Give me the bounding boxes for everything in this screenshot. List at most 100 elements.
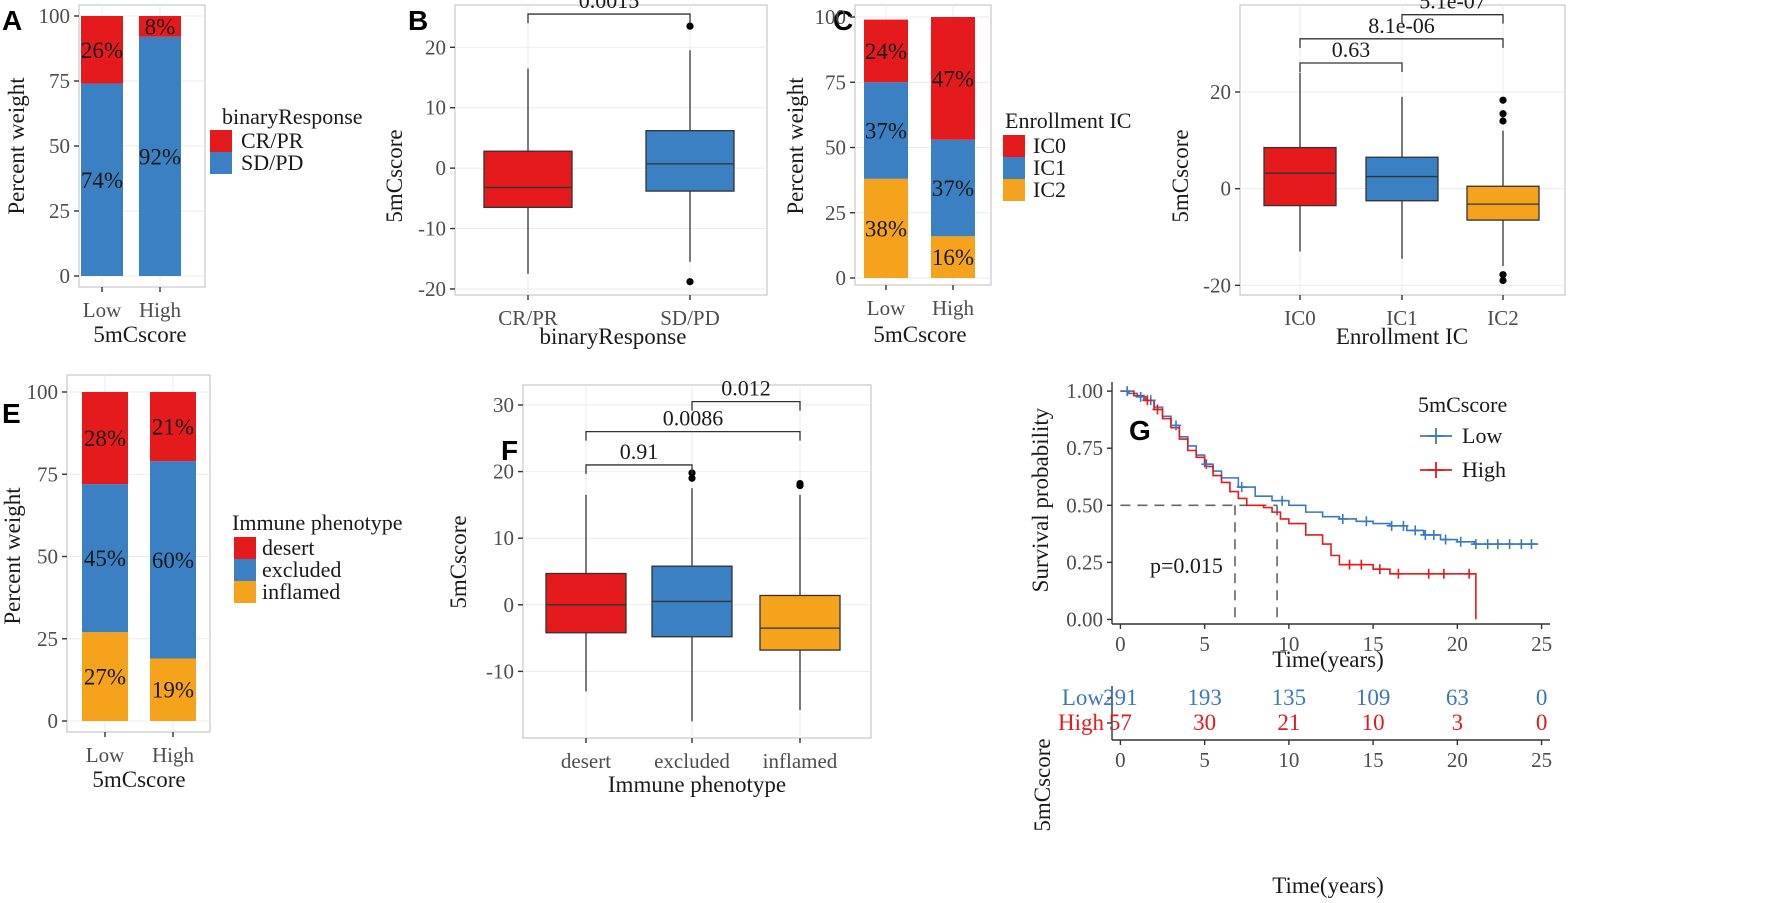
box-iqr-ic0 [1263,146,1337,207]
comparison-bracket [527,13,691,24]
bar-percent-label: 26% [81,38,123,63]
box-outlier [1499,117,1507,125]
bar-sd-pd-high [139,36,181,276]
x-tick-label: 15 [1363,632,1384,656]
panel-c-legend: Enrollment IC IC0 IC1 IC2 [1003,108,1131,202]
panel-d-y-ticks: -20 0 20 [1203,80,1240,297]
y-tick-label: 50 [37,545,58,569]
panel-e-legend-label-inflamed: inflamed [262,579,340,604]
risk-count: 10 [1362,710,1385,735]
panel-c-legend-label-ic1: IC1 [1033,155,1066,180]
panel-d-boxes [1263,72,1540,285]
y-tick-label: 10 [493,526,514,550]
y-tick-label: 75 [49,69,70,93]
panel-f-y-ticks: -10 0 10 20 30 [486,393,523,683]
comparison-pvalue: 0.91 [620,439,659,464]
panel-g-median-lines [1120,504,1278,624]
panel-e-bar-labels: 27% 45% 28% 19% 60% 21% [84,415,194,703]
risk-row-label-high: High [1058,710,1105,735]
bar-percent-label: 8% [145,14,176,39]
comparison-bracket [585,430,801,441]
panel-a-legend-label-sdpd: SD/PD [241,150,303,175]
panel-b-boxes [483,22,735,286]
panel-e-y-title: Percent weight [0,487,25,625]
panel-f-comparisons: 0.910.0086 0.012 [585,376,801,474]
x-tick-label: 20 [1447,632,1468,656]
panel-b-y-ticks: -20 -10 0 10 20 [418,35,455,301]
risk-x-tick-label: 15 [1363,748,1384,772]
y-tick-label: 75 [37,462,58,486]
panel-e-x-ticks: Low High [86,732,195,767]
risk-count: 109 [1356,685,1391,710]
box-outlier [686,278,694,286]
legend-cross [1428,428,1444,444]
comparison-pvalue: 0.012 [721,376,771,401]
km-curve-high [1120,390,1477,620]
censor-mark-low [1410,525,1421,536]
x-tick-label: High [139,298,182,322]
panel-a-bars [81,16,181,276]
panel-e-legend-key-desert [234,537,256,559]
risk-x-tick-label: 10 [1278,748,1299,772]
panel-c-y-ticks: 0 25 50 75 100 [815,5,855,290]
y-tick-label: 0.50 [1066,493,1103,517]
panel-b-x-title: binaryResponse [540,324,687,349]
x-tick-label: excluded [654,749,730,773]
box-iqr-sd-pd [645,130,735,192]
box-outlier [796,481,804,490]
panel-c-legend-key-ic2 [1003,179,1025,201]
panel-label-e: E [2,398,21,429]
box-iqr-ic2 [1466,185,1540,221]
panel-g-legend-label-high: High [1462,457,1506,482]
panel-c-stacked-bar: 38% 37% 24% 16% 37% 47% 0 25 50 75 100 Low High 5m… [783,4,1131,347]
box-outlier [1499,96,1507,104]
bar-ic0-low [864,19,908,83]
panel-c-y-title: Percent weight [783,77,808,215]
censor-mark-low [1470,539,1481,550]
censor-mark-low [1337,513,1348,524]
y-tick-label: 10 [425,96,446,120]
bar-percent-label: 74% [81,168,123,193]
box-outlier [688,474,696,482]
x-tick-label: IC2 [1487,306,1519,330]
x-tick-label: 0 [1115,632,1126,656]
bar-sd-pd-low [81,83,123,276]
y-tick-label: 25 [49,199,70,223]
bar-percent-label: 19% [152,678,194,703]
panel-g-legend: 5mCscore Low High [1418,392,1507,482]
x-tick-label: 10 [1278,632,1299,656]
y-tick-label: 1.00 [1066,379,1103,403]
censor-mark-low [1482,539,1493,550]
x-tick-label: Low [867,296,906,320]
censor-mark-low [1428,529,1439,540]
bar-percent-label: 38% [865,216,907,241]
comparison-bracket [585,464,693,474]
panel-c-legend-key-ic1 [1003,157,1025,179]
x-tick-label: High [152,743,195,767]
panel-a-legend-key-sdpd [210,152,232,174]
panel-e-legend-title: Immune phenotype [232,510,402,535]
x-tick-label: Low [86,743,125,767]
panel-label-a: A [2,5,22,36]
panel-g-legend-key-low [1420,428,1452,444]
y-tick-label: 25 [37,627,58,651]
risk-x-tick-label: 20 [1447,748,1468,772]
comparison-bracket [691,401,801,411]
panel-a-y-ticks: 0 25 50 75 100 [39,4,79,288]
panel-c-x-ticks: Low High [867,285,975,320]
x-tick-label: 25 [1531,632,1552,656]
panel-label-b: B [408,5,428,36]
bar-percent-label: 16% [932,245,974,270]
x-tick-label: desert [561,749,611,773]
bar-percent-label: 24% [865,39,907,64]
panel-g-legend-label-low: Low [1462,423,1502,448]
panel-g-legend-key-high [1420,462,1452,478]
panel-b-boxplot: 0.0015 -20 -10 0 10 20 CR/PR SD/PD binaryResp… [382,0,768,349]
panel-e-y-ticks: 0 25 50 75 100 [27,380,67,733]
x-tick-label: IC0 [1284,306,1316,330]
y-tick-label: -10 [486,659,514,683]
comparison-bracket [1401,14,1504,24]
box-outlier [1499,271,1507,279]
comparison-bracket [1299,62,1403,72]
